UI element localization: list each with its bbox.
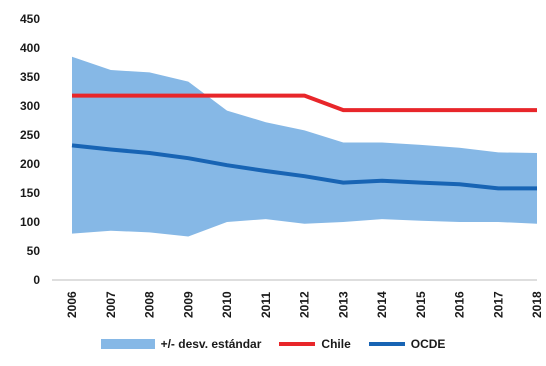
x-tick-label-2007: 2007 [104,291,118,318]
legend-item-chile: Chile [279,337,350,351]
legend-item-band: +/- desv. estándar [101,337,262,351]
x-tick-label-2017: 2017 [491,291,505,318]
legend-label-band: +/- desv. estándar [161,337,262,351]
legend-swatch-band [101,339,155,349]
x-tick-label-2015: 2015 [414,291,428,318]
band-layer [72,57,537,237]
x-tick-label-2016: 2016 [453,291,467,318]
y-tick-label-150: 150 [20,186,40,200]
x-tick-label-2006: 2006 [65,291,79,318]
x-tick-label-2008: 2008 [143,291,157,318]
y-tick-label-450: 450 [20,12,40,26]
y-tick-label-50: 50 [27,244,41,258]
y-tick-label-100: 100 [20,215,40,229]
x-tick-label-2013: 2013 [336,291,350,318]
std-band-area [72,57,537,237]
y-tick-label-400: 400 [20,41,40,55]
legend-label-chile: Chile [321,337,350,351]
x-tick-label-2010: 2010 [220,291,234,318]
x-tick-label-2018: 2018 [530,291,544,318]
x-tick-label-2009: 2009 [181,291,195,318]
legend: +/- desv. estándar Chile OCDE [0,331,546,357]
x-tick-label-2011: 2011 [259,292,273,318]
y-tick-label-0: 0 [33,273,40,287]
legend-item-ocde: OCDE [369,337,446,351]
legend-label-ocde: OCDE [411,337,446,351]
y-tick-label-350: 350 [20,70,40,84]
x-tick-label-2012: 2012 [298,291,312,318]
legend-swatch-chile [279,342,315,346]
y-tick-label-250: 250 [20,128,40,142]
legend-swatch-ocde [369,342,405,346]
y-tick-label-200: 200 [20,157,40,171]
x-tick-label-2014: 2014 [375,291,389,318]
y-tick-label-300: 300 [20,99,40,113]
